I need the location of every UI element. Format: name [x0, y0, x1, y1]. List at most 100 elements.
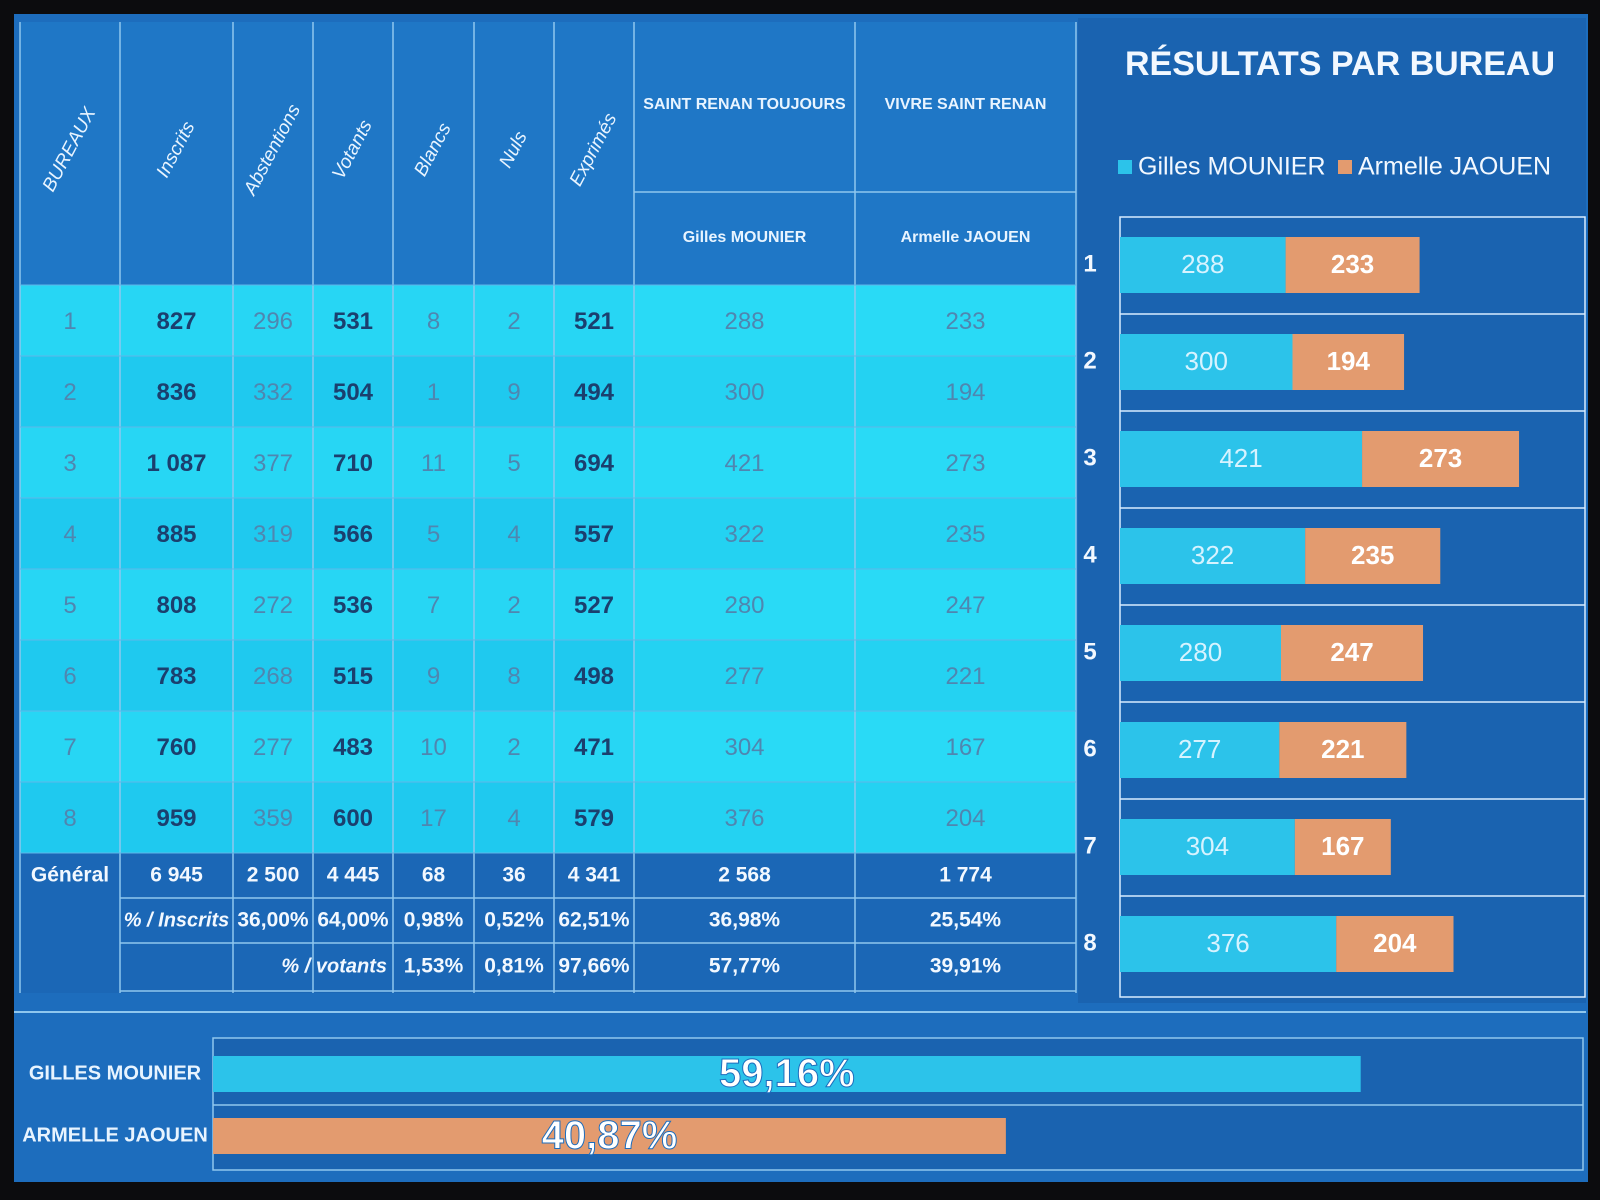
value-label: 304 [1186, 831, 1229, 861]
cell: 515 [333, 663, 373, 690]
bar-segment [1120, 916, 1337, 972]
totals-bg [20, 853, 1076, 993]
cell: 277 [253, 734, 293, 761]
cell: 268 [253, 663, 293, 690]
cell: 376 [724, 805, 764, 832]
cell: 2 [63, 379, 76, 406]
value-label: 204 [1373, 928, 1417, 958]
bar-segment [1120, 625, 1281, 681]
cell: 288 [724, 308, 764, 335]
cell: 332 [253, 379, 293, 406]
bar-segment [1281, 625, 1424, 681]
plot-frame [1119, 216, 1586, 998]
pct-cell: 39,91% [930, 955, 1002, 978]
category-label: 4 [1083, 541, 1097, 568]
cell: 4 [507, 805, 520, 832]
value-label: 235 [1351, 540, 1394, 570]
category-label: 6 [1083, 735, 1096, 762]
cell: 7 [427, 592, 440, 619]
cell: 4 [63, 521, 76, 548]
cell: 272 [253, 592, 293, 619]
candidate-header: Armelle JAOUEN [901, 229, 1031, 246]
category-label: 5 [1083, 638, 1096, 665]
cell: 167 [945, 734, 985, 761]
cell: 273 [945, 450, 985, 477]
cell: 8 [63, 805, 76, 832]
cell: 11 [421, 450, 446, 477]
value-label: 273 [1419, 443, 1462, 473]
cell: 319 [253, 521, 293, 548]
cell: 836 [156, 379, 196, 406]
total-label: Général [31, 864, 109, 887]
cell: 600 [333, 805, 373, 832]
value-label: 322 [1191, 540, 1234, 570]
row-bg [20, 427, 1076, 498]
category-label: 1 [1083, 250, 1096, 277]
pct-cell: 64,00% [317, 909, 389, 932]
category-label: 7 [1083, 832, 1096, 859]
cell: 1 [427, 379, 440, 406]
bar-segment [1120, 237, 1286, 293]
row-bg [20, 356, 1076, 427]
total-cell: 2 500 [247, 864, 300, 887]
pct-cell: 0,81% [484, 955, 544, 978]
pct-label: % / Inscrits [124, 909, 230, 931]
value-label: 288 [1181, 249, 1224, 279]
pct-cell: 0,98% [404, 909, 464, 932]
bar-segment [1120, 819, 1295, 875]
cell: 579 [574, 805, 614, 832]
cell: 2 [507, 308, 520, 335]
cell: 296 [253, 308, 293, 335]
cell: 521 [574, 308, 614, 335]
cell: 557 [574, 521, 614, 548]
total-cell: 6 945 [150, 864, 203, 887]
cell: 233 [945, 308, 985, 335]
cell: 300 [724, 379, 764, 406]
cell: 280 [724, 592, 764, 619]
cell: 194 [945, 379, 985, 406]
cell: 7 [63, 734, 76, 761]
value-label: 280 [1179, 637, 1222, 667]
row-bg [20, 782, 1076, 853]
value-label: 421 [1219, 443, 1262, 473]
bar-segment [1362, 431, 1520, 487]
total-cell: 4 341 [568, 864, 621, 887]
row-bg [20, 498, 1076, 569]
cell: 536 [333, 592, 373, 619]
cell: 783 [156, 663, 196, 690]
cell: 885 [156, 521, 196, 548]
cell: 8 [507, 663, 520, 690]
cell: 760 [156, 734, 196, 761]
cell: 5 [507, 450, 520, 477]
value-label: 233 [1331, 249, 1374, 279]
cell: 10 [420, 734, 447, 761]
value-label: 194 [1327, 346, 1371, 376]
pct-cell: 36,00% [237, 909, 309, 932]
cell: 322 [724, 521, 764, 548]
cell: 471 [574, 734, 614, 761]
cell: 2 [507, 734, 520, 761]
cell: 694 [574, 450, 615, 477]
pct-cell: 36,98% [709, 909, 781, 932]
category-label: GILLES MOUNIER [29, 1062, 202, 1084]
total-cell: 68 [422, 864, 446, 887]
cell: 527 [574, 592, 614, 619]
cell: 277 [724, 663, 764, 690]
cell: 494 [574, 379, 615, 406]
cell: 710 [333, 450, 373, 477]
legend-label: Gilles MOUNIER [1138, 153, 1326, 181]
table-header-bg [20, 22, 1076, 285]
total-cell: 36 [502, 864, 525, 887]
bar [213, 1056, 1361, 1092]
bar-segment [1305, 528, 1441, 584]
cell: 504 [333, 379, 374, 406]
value-label: 59,16% [719, 1052, 855, 1096]
cell: 221 [945, 663, 985, 690]
cell: 8 [427, 308, 440, 335]
bar-segment [1120, 722, 1280, 778]
bar [213, 1118, 1006, 1154]
pct-cell: 62,51% [558, 909, 630, 932]
cell: 247 [945, 592, 985, 619]
